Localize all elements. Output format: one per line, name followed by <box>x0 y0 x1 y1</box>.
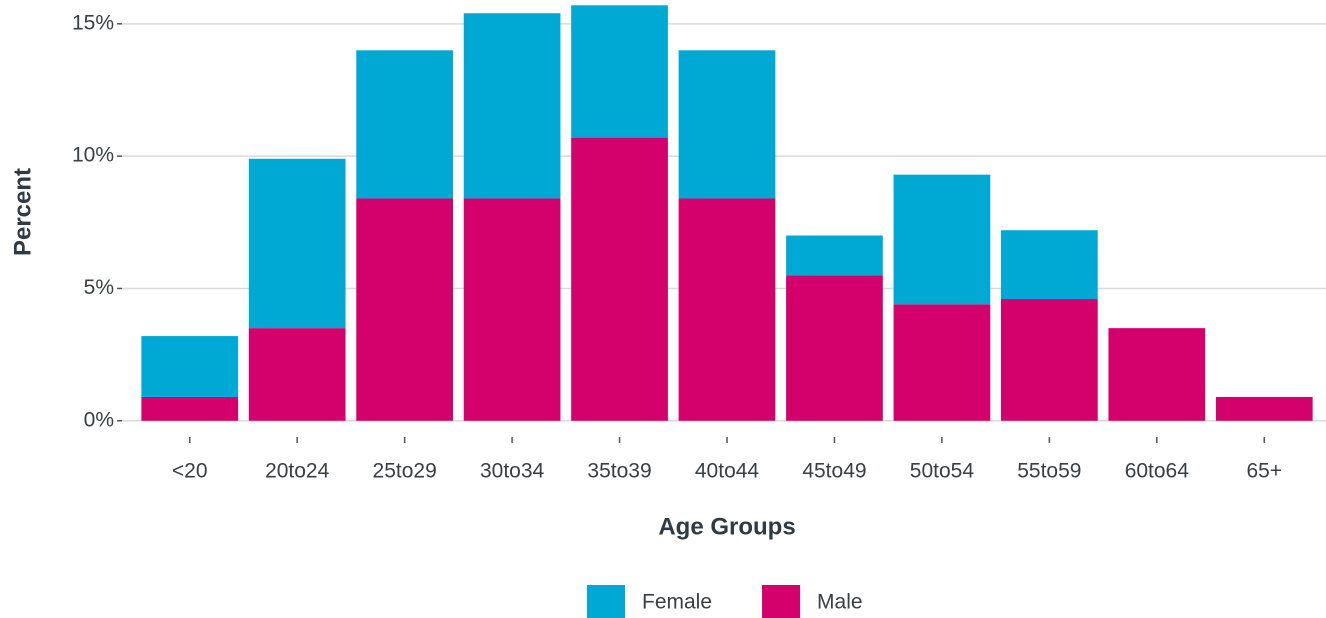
x-tick-label: 40to44 <box>695 460 760 483</box>
bar-segment <box>1215 396 1313 421</box>
legend-label: Female <box>642 591 712 614</box>
bar-segment <box>1001 230 1098 300</box>
bar-segment <box>141 336 239 397</box>
bar-segment <box>786 235 883 276</box>
x-tick-label: 65+ <box>1246 460 1282 483</box>
y-tick-label: 15% <box>72 11 114 34</box>
bar-segment <box>678 198 776 421</box>
bar-segment <box>141 396 239 421</box>
legend-swatch <box>587 585 625 618</box>
bar-segment <box>678 50 776 199</box>
bar-segment <box>1001 299 1098 421</box>
x-tick-label: <20 <box>172 460 208 483</box>
bar-segment <box>356 50 453 199</box>
x-tick-label: 55to59 <box>1017 460 1081 483</box>
x-tick-label: 60to64 <box>1125 460 1190 483</box>
bar-segment <box>571 137 668 421</box>
x-tick-label: 45to49 <box>802 460 866 483</box>
x-tick-label: 20to24 <box>265 460 330 483</box>
x-tick-label: 30to34 <box>480 460 545 483</box>
bar-segment <box>893 174 991 305</box>
bar-segment <box>786 275 883 421</box>
y-axis-title: Percent <box>9 168 36 256</box>
bar-segment <box>356 198 453 421</box>
y-tick-label: 0% <box>84 408 114 431</box>
bar-segment <box>463 198 561 421</box>
x-tick-label: 50to54 <box>910 460 975 483</box>
x-tick-label: 25to29 <box>373 460 437 483</box>
bar-segment <box>248 328 346 421</box>
y-tick-label: 5% <box>84 276 114 299</box>
legend-label: Male <box>817 591 863 614</box>
bar-segment <box>248 158 346 329</box>
bar-segment <box>1108 328 1206 421</box>
x-tick-label: 35to39 <box>587 460 651 483</box>
x-axis-title: Age Groups <box>658 513 795 540</box>
bar-segment <box>571 5 668 138</box>
bar-segment <box>463 13 561 199</box>
legend-swatch <box>762 585 801 618</box>
bar-segment <box>893 304 991 421</box>
y-tick-label: 10% <box>72 144 114 167</box>
